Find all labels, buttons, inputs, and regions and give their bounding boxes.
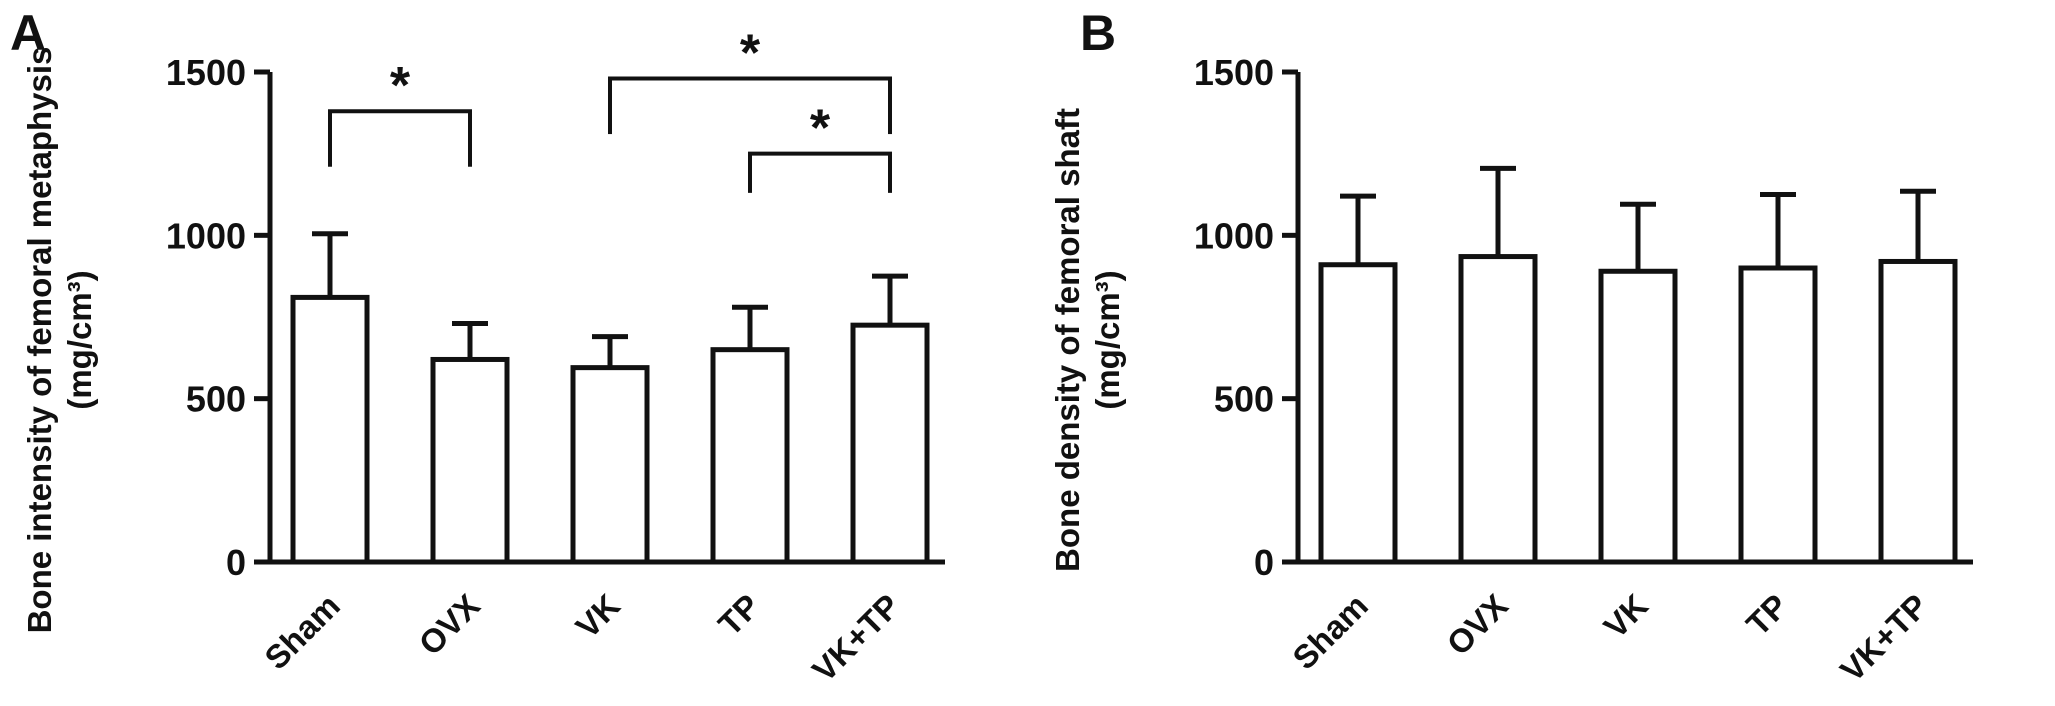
x-category-label: TP	[711, 587, 767, 643]
y-tick-label: 1000	[1194, 215, 1274, 256]
panel-b-chart: 0 500 1000 1500 Sham OVX VK TP VK+TP	[1194, 12, 2055, 702]
bar-chart: 0 500 1000 1500 Sham OVX VK TP VK+TP	[1194, 52, 1973, 689]
bar-Sham	[1318, 262, 1398, 565]
bar-VK	[1598, 268, 1678, 565]
y-tick-label: 500	[186, 379, 246, 420]
y-axis-units: (mg/cm³)	[1089, 270, 1126, 410]
bar-OVX	[430, 356, 510, 565]
significance-asterisk: *	[740, 25, 761, 83]
panel-a-chart: 0 500 1000 1500 Sham OVX VK TP VK+TP * * *	[166, 12, 1030, 702]
panel-b-y-axis-label: Bone density of femoral shaft (mg/cm³)	[1033, 0, 1143, 690]
bar-VK+TP	[1878, 258, 1958, 565]
x-category-label: TP	[1739, 587, 1795, 643]
x-category-label: OVX	[1439, 587, 1514, 662]
y-tick-label: 1500	[1194, 52, 1274, 93]
bar-TP	[710, 347, 790, 565]
y-tick-label: 0	[1254, 542, 1274, 583]
y-axis-units: (mg/cm³)	[61, 270, 98, 410]
panel-a-label: A	[10, 5, 48, 61]
y-tick-label: 0	[226, 542, 246, 583]
bar-chart: 0 500 1000 1500 Sham OVX VK TP VK+TP * * *	[166, 25, 945, 689]
x-category-label: OVX	[411, 587, 486, 662]
panel-a-y-axis-label: Bone intensity of femoral metaphysis (mg…	[5, 0, 115, 690]
significance-asterisk: *	[810, 100, 831, 158]
bar-OVX	[1458, 254, 1538, 565]
x-category-label: VK+TP	[1833, 587, 1935, 689]
y-tick-label: 500	[1214, 379, 1274, 420]
bar-VK	[570, 365, 650, 565]
bar-TP	[1738, 265, 1818, 565]
x-category-label: Sham	[1285, 587, 1375, 677]
y-axis-title: Bone intensity of femoral metaphysis	[21, 46, 59, 634]
panel-b-label: B	[1080, 5, 1118, 61]
panel-b: B Bone density of femoral shaft (mg/cm³)…	[1028, 0, 2055, 706]
x-category-label: VK	[1596, 587, 1655, 646]
y-axis-title: Bone density of femoral shaft	[1049, 108, 1087, 572]
significance-asterisk: *	[390, 57, 411, 115]
x-category-label: VK+TP	[805, 587, 907, 689]
bar-Sham	[290, 294, 370, 565]
x-category-label: VK	[568, 587, 627, 646]
bar-VK+TP	[850, 322, 930, 565]
panel-a: A Bone intensity of femoral metaphysis (…	[5, 0, 1030, 702]
y-tick-label: 1000	[166, 215, 246, 256]
x-category-label: Sham	[257, 587, 347, 677]
y-tick-label: 1500	[166, 52, 246, 93]
